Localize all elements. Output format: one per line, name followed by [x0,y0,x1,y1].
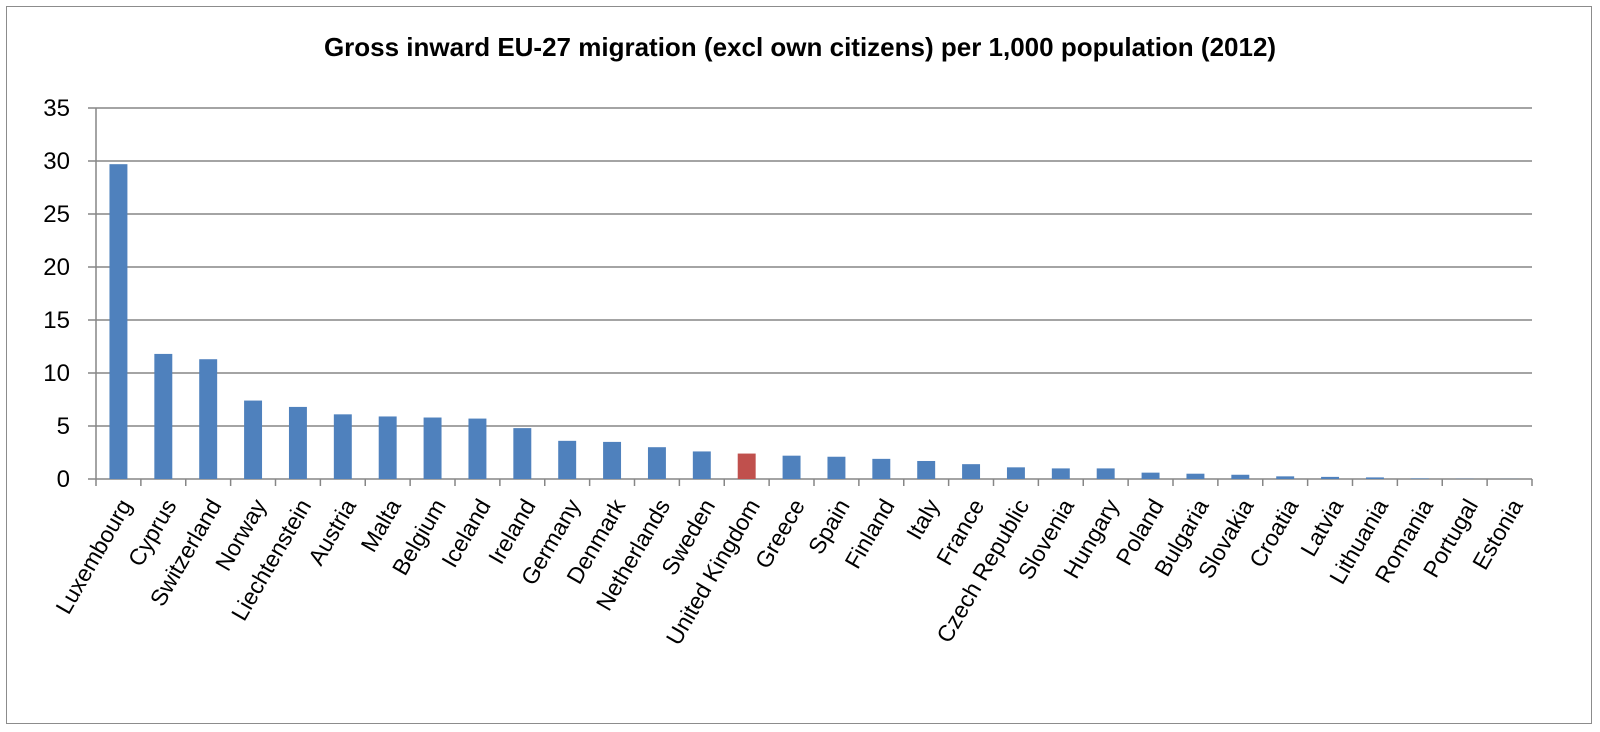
bar-switzerland [199,359,218,479]
bar-cyprus [154,353,173,479]
bar-ireland [513,428,532,479]
bar-romania [1410,478,1429,479]
bar-liechtenstein [288,406,307,479]
bar-greece [782,455,801,479]
bar-finland [872,458,891,479]
bar-luxembourg [109,164,128,479]
bar-hungary [1096,468,1115,479]
bar-iceland [468,418,487,479]
y-tick-label: 10 [43,360,70,387]
bar-italy [917,460,936,479]
y-tick-label: 25 [43,201,70,228]
bar-bulgaria [1186,473,1205,479]
bar-slovenia [1051,468,1070,479]
bar-france [962,464,981,479]
bar-lithuania [1365,477,1384,479]
y-tick-label: 35 [43,95,70,122]
x-category-labels: LuxembourgCyprusSwitzerlandNorwayLiechte… [50,494,1528,649]
bar-poland [1141,472,1160,479]
bar-norway [244,400,263,479]
gridlines [96,107,1532,427]
bar-czech-republic [1006,467,1025,479]
chart-frame [6,6,1592,724]
bar-croatia [1276,476,1295,479]
y-tick-label: 15 [43,307,70,334]
bar-sweden [692,451,711,479]
x-tick-label: Italy [901,494,945,544]
bars [109,164,1519,479]
y-tick-label: 30 [43,148,70,175]
bar-united-kingdom [737,453,756,479]
y-tick-label: 20 [43,254,70,281]
bar-latvia [1321,476,1340,479]
bar-spain [827,456,846,479]
bar-belgium [423,417,442,479]
bar-germany [558,440,577,479]
y-tick-label: 0 [57,466,70,493]
chart-title: Gross inward EU-27 migration (excl own c… [323,32,1277,62]
y-tick-label: 5 [57,413,70,440]
bar-austria [333,414,352,479]
bar-slovakia [1231,474,1250,479]
bar-malta [378,416,397,479]
y-tick-labels: 0 5 10 15 20 25 30 35 [43,95,70,493]
bar-denmark [603,441,622,479]
bar-netherlands [647,447,666,479]
